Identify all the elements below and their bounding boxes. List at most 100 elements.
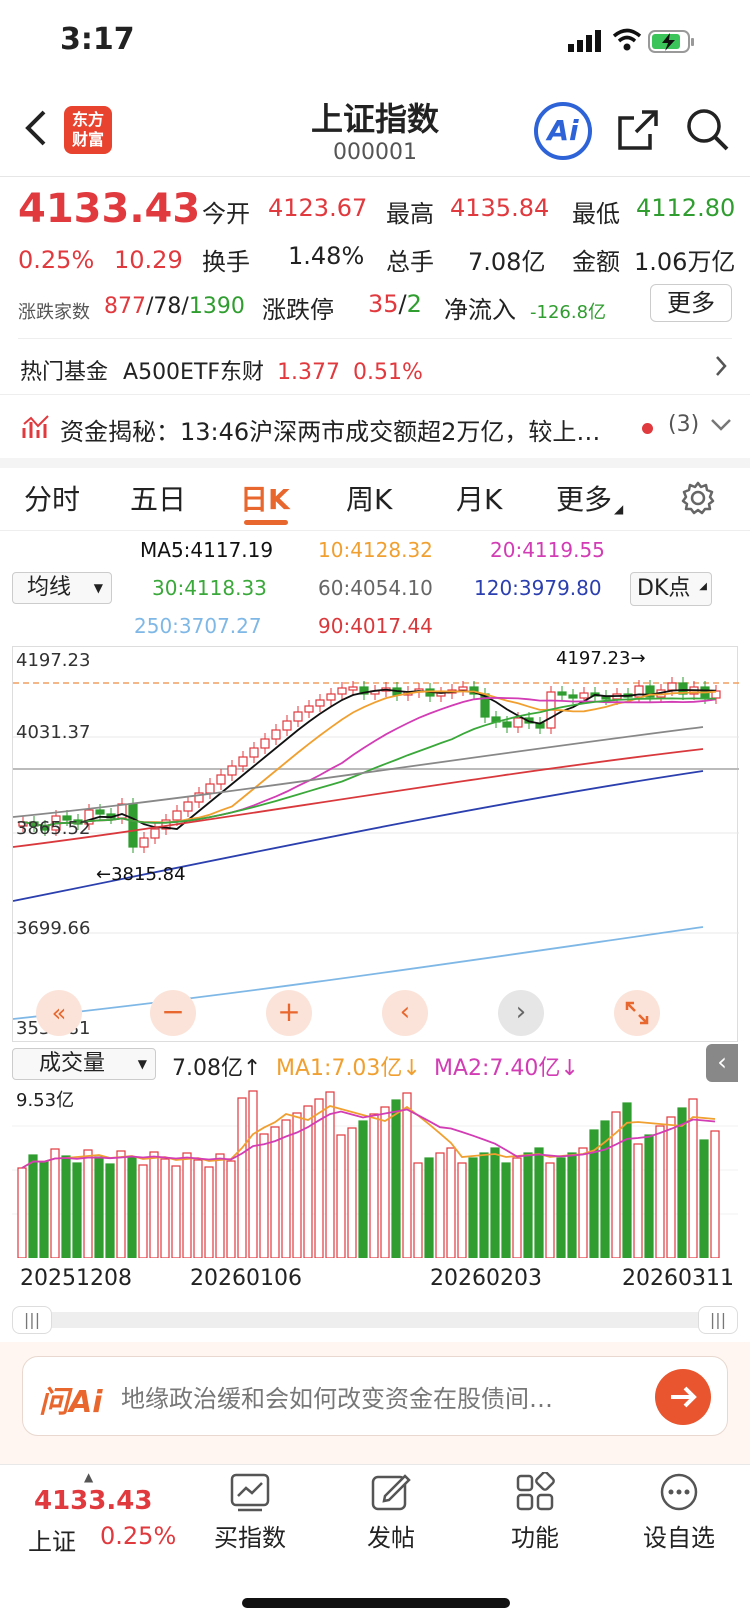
candle-body	[62, 815, 72, 821]
range-handle-left[interactable]: |||	[12, 1306, 52, 1334]
back-icon[interactable]	[22, 108, 50, 148]
add-watchlist-label: 设自选	[643, 1524, 715, 1552]
volume-ma2-line	[21, 1108, 716, 1169]
ma20-line	[22, 696, 717, 827]
stock-code: 000001	[333, 140, 417, 165]
triangle-icon: ◢	[699, 581, 707, 592]
search-icon[interactable]	[686, 108, 730, 152]
candle-body	[557, 691, 567, 696]
candle-body	[139, 837, 149, 848]
ai-button[interactable]: Ai	[534, 102, 592, 160]
news-text: 13:46沪深两市成交额超2万亿，较上…	[180, 418, 601, 446]
range-slider-track[interactable]	[12, 1312, 738, 1328]
volume-bar	[72, 1162, 82, 1258]
volume-selector-label: 成交量	[39, 1051, 106, 1076]
news-ticker[interactable]: 资金揭秘：13:46沪深两市成交额超2万亿，较上…	[60, 412, 640, 447]
candle-body	[359, 686, 369, 695]
tab-weekly-k[interactable]: 周K	[346, 483, 393, 516]
ma30-line	[22, 697, 717, 827]
volume-bar	[501, 1162, 511, 1258]
low-marker: ←3815.84	[96, 864, 186, 885]
date-label-2: 20260106	[190, 1266, 302, 1291]
divider	[0, 394, 750, 395]
add-watchlist-button[interactable]: 设自选	[634, 1472, 724, 1553]
breadth-values: 877/78/1390	[104, 294, 245, 319]
collapse-panel-icon[interactable]: ‹	[706, 1044, 738, 1082]
high-value: 4135.84	[450, 194, 550, 222]
volume-bar	[127, 1157, 137, 1258]
function-label: 功能	[511, 1524, 559, 1552]
candle-body	[337, 687, 347, 695]
amount-label: 金额	[572, 248, 620, 276]
share-icon[interactable]	[616, 108, 660, 152]
ma5-line	[22, 688, 717, 830]
bottom-pct: 0.25%	[100, 1522, 177, 1550]
ask-ai-input[interactable]: 问Ai 地缘政治缓和会如何改变资金在股债间…	[22, 1356, 728, 1436]
volume-selector[interactable]: 成交量 ▼	[12, 1048, 156, 1080]
volume-bar	[325, 1091, 335, 1258]
tab-monthly-k[interactable]: 月K	[456, 483, 503, 516]
home-indicator	[242, 1598, 510, 1608]
volume-bar	[710, 1130, 720, 1258]
dk-point-button[interactable]: DK点 ◢	[630, 572, 712, 606]
volume-bar	[358, 1120, 368, 1258]
volume-bar	[182, 1152, 192, 1258]
dropdown-caret-icon: ▼	[93, 581, 103, 595]
volume-bar	[292, 1112, 302, 1258]
tab-more[interactable]: 更多	[556, 483, 613, 516]
volume-bar	[545, 1162, 555, 1258]
tab-minute[interactable]: 分时	[24, 483, 81, 516]
ma90-line	[13, 748, 704, 848]
volume-bar	[116, 1150, 126, 1258]
post-button[interactable]: 发帖	[346, 1472, 436, 1553]
fullscreen-icon[interactable]	[614, 990, 660, 1036]
volume-bar	[413, 1162, 423, 1258]
volume-now-value: 7.08亿	[172, 1056, 243, 1081]
limit-values: 35/2	[368, 290, 422, 318]
settings-gear-icon[interactable]	[680, 480, 716, 516]
send-arrow-icon[interactable]	[655, 1369, 711, 1425]
app-logo: 东方 财富	[64, 106, 112, 154]
tab-daily-k[interactable]: 日K	[240, 483, 290, 516]
volume-bar	[28, 1154, 38, 1258]
hot-fund-row[interactable]: 热门基金 A500ETF东财 1.377 0.51%	[20, 354, 732, 394]
candle-body	[95, 809, 105, 815]
volume-chart[interactable]	[12, 1082, 738, 1258]
candle-body	[348, 686, 358, 691]
volume-label: 总手	[386, 248, 434, 276]
zoom-in-icon[interactable]: +	[266, 990, 312, 1036]
ma-selector[interactable]: 均线 ▼	[12, 572, 112, 604]
scroll-right-icon[interactable]: ›	[498, 990, 544, 1036]
divider	[0, 530, 750, 531]
y-label-3: 3865.52	[16, 818, 91, 839]
range-handle-right[interactable]: |||	[698, 1306, 738, 1334]
volume-bar	[677, 1107, 687, 1258]
up-count: 877	[104, 294, 146, 319]
volume-now: 7.08亿↑	[172, 1056, 262, 1081]
date-label-1: 20251208	[20, 1266, 132, 1291]
volume-bar	[226, 1160, 236, 1258]
volume-bar	[479, 1152, 489, 1258]
candle-body	[172, 810, 182, 821]
fund-price: 1.377	[277, 360, 341, 385]
kline-chart[interactable]	[12, 646, 739, 1042]
volume-bar	[204, 1166, 214, 1258]
candle-body	[216, 774, 226, 785]
tab-five-day[interactable]: 五日	[130, 483, 187, 516]
zoom-out-icon[interactable]: −	[150, 990, 196, 1036]
jump-start-icon[interactable]: «	[36, 990, 82, 1036]
function-button[interactable]: 功能	[490, 1472, 580, 1553]
chevron-down-icon[interactable]	[710, 418, 732, 432]
open-label: 今开	[202, 200, 250, 228]
scroll-left-icon[interactable]: ‹	[382, 990, 428, 1036]
ask-ai-brand: 问Ai	[39, 1385, 103, 1420]
logo-text-top: 东方	[71, 110, 104, 129]
low-marker-value: 3815.84	[111, 864, 186, 885]
y-label-4: 3699.66	[16, 918, 91, 939]
volume-bar	[600, 1120, 610, 1258]
limit-down-count: 2	[406, 290, 422, 318]
more-button[interactable]: 更多	[650, 284, 732, 322]
date-label-3: 20260203	[430, 1266, 542, 1291]
buy-index-button[interactable]: 买指数	[205, 1472, 295, 1553]
volume-bar	[270, 1126, 280, 1258]
